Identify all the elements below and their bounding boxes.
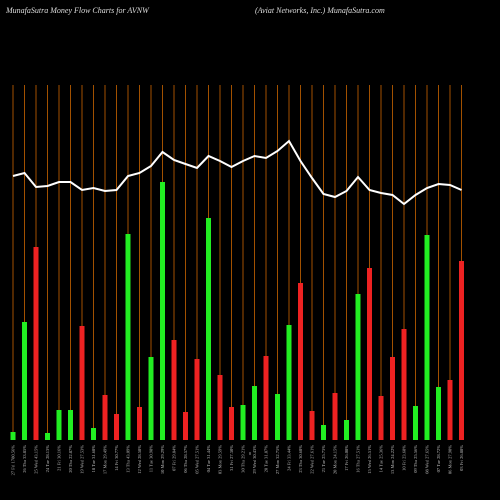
x-tick-label: 25 Wed 43.15% [34,445,39,474]
bar [56,410,62,440]
bar [424,235,430,440]
x-tick-label: 31 Fri 27.30% [229,445,234,471]
bar [114,414,119,440]
bar [390,357,395,440]
bar [45,433,50,440]
x-tick-label: 04 Tue 31.44% [206,445,211,473]
x-tick-label: 10 Mon 29.29% [160,445,165,474]
bar [194,359,200,440]
bar [401,329,407,440]
bar [275,394,280,440]
x-tick-label: 24 Fri 33.44% [287,445,292,471]
x-tick-label: 17 Fri 26.08% [344,445,349,471]
price-line [12,139,462,206]
x-tick-label: 21 Fri 30.16% [57,445,62,471]
bar [148,357,154,440]
bar [171,340,177,440]
x-tick-label: 07 Tue 28.72% [436,445,441,473]
x-tick-label: 12 Wed 28.58% [137,445,142,474]
x-tick-label: 10 Fri 23.68% [402,445,407,471]
bar [332,393,338,440]
bar [33,247,39,440]
bar [355,294,361,440]
x-tick-label: 14 Tue 25.36% [379,445,384,473]
x-tick-label: 21 Tue 25.73% [321,445,326,473]
bar [459,261,464,440]
x-tick-label: 09 Thu 25.56% [413,445,418,473]
bar [137,407,142,440]
x-tick-label: 11 Tue 30.98% [149,445,154,472]
x-tick-label: 14 Fri 30.77% [114,445,119,471]
x-tick-label: 27 Mon 32.75% [275,445,280,474]
x-tick-label: 07 Fri 29.84% [172,445,177,471]
x-tick-label: 13 Mon 24.22% [390,445,395,474]
x-tick-label: 06 Mon 27.90% [448,445,453,474]
bar [102,395,108,440]
bar [229,407,234,440]
bar [206,218,211,440]
bar [309,411,315,440]
chart-subtitle: (Aviat Networks, Inc.) MunafaSutra.com [255,6,385,15]
bar [217,375,223,440]
bar [91,428,96,440]
bar [367,268,372,440]
bar [183,412,188,440]
bar [321,425,326,440]
bar [10,432,16,440]
x-tick-label: 17 Mon 29.49% [103,445,108,474]
bar [22,322,27,440]
bar [125,234,131,440]
bar [378,396,384,440]
x-tick-label: 22 Wed 27.61% [310,445,315,474]
bar [344,420,349,440]
x-tick-label: 05 Wed 27.51% [195,445,200,474]
x-tick-label: 29 Wed 30.43% [252,445,257,474]
bar [413,406,418,440]
x-tick-label: 27 Fri 1780.56% [11,445,16,476]
x-tick-label: 16 Thu 27.51% [356,445,361,473]
x-tick-label: 15 Wed 26.51% [367,445,372,474]
chart-title: MunafaSutra Money Flow Charts for AVNW [5,6,150,15]
bar [436,387,441,440]
x-tick-label: 26 Thu 33.85% [22,445,27,473]
x-tick-label: 18 Tue 31.68% [91,445,96,473]
bar [252,386,257,440]
x-tick-label: 20 Thu 22.87% [68,445,73,473]
x-tick-label: 23 Thu 30.68% [298,445,303,473]
x-tick-label: 13 Thu 43.09% [126,445,131,473]
bar [68,410,73,440]
x-tick-label: 24 Tue 28.13% [45,445,50,473]
bar [447,380,453,440]
bar [79,326,85,440]
x-tick-label: 03 Fri 26.88% [459,445,464,471]
x-tick-label: 08 Wed 27.65% [425,445,430,474]
x-tick-label: 03 Mon 29.59% [218,445,223,474]
x-tick-label: 19 Wed 27.53% [80,445,85,474]
bar [263,356,269,440]
bar [240,405,246,440]
bar [160,182,165,440]
x-tick-label: 20 Mon 24.15% [333,445,338,474]
bar [298,283,303,440]
x-tick-label: 30 Thu 29.21% [241,445,246,473]
x-tick-label: 06 Thu 28.57% [183,445,188,473]
x-tick-label: 28 Tue 31.87% [264,445,269,473]
zero-label: 0 [249,451,252,456]
bar [286,325,292,440]
